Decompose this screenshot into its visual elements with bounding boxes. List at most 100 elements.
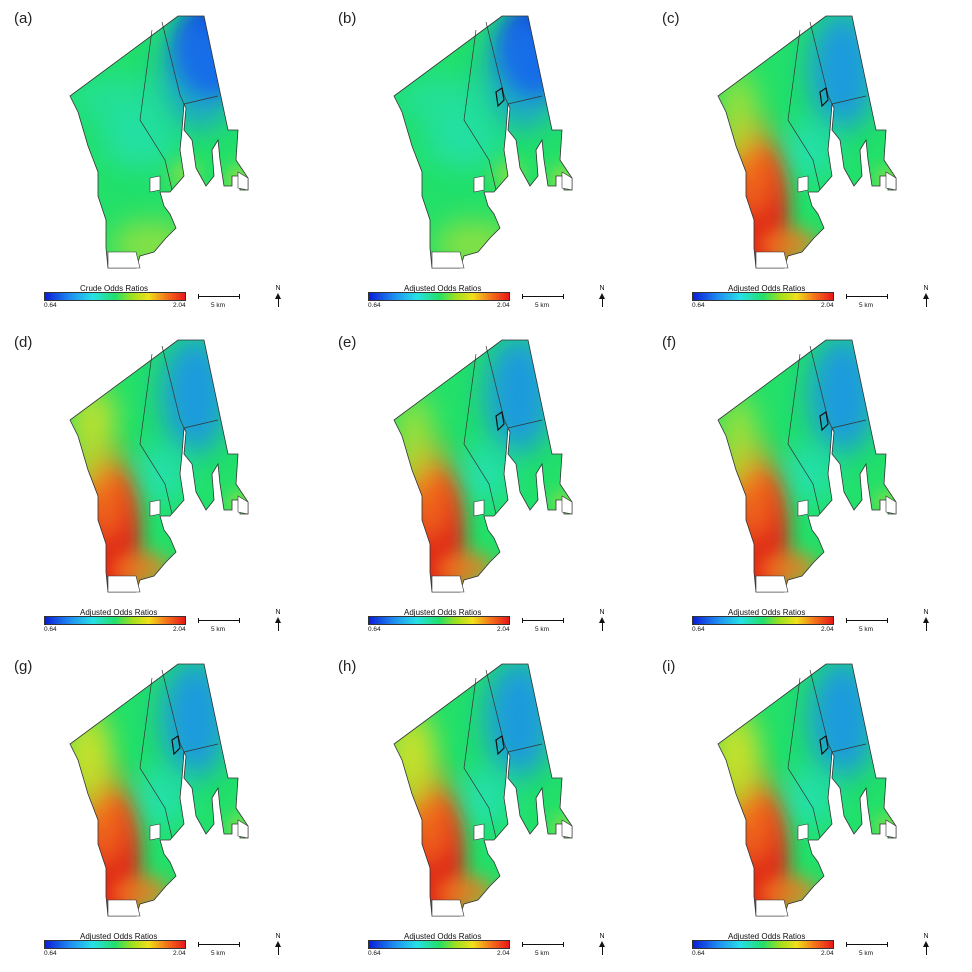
north-arrow-icon: N	[273, 285, 283, 307]
north-arrow-head	[923, 617, 929, 623]
legend-max-value: 2.04	[821, 302, 834, 309]
map-panel: (f) Adjusted Odds Ratios 0.64 2.04 5 km N	[648, 324, 972, 648]
legend-max-value: 2.04	[173, 626, 186, 633]
choropleth-map	[717, 15, 897, 269]
non-residential-area	[431, 171, 573, 269]
legend-title: Crude Odds Ratios	[80, 284, 149, 293]
map-panel: (c) Adjusted Odds Ratios 0.64 2.04 5 km N	[648, 0, 972, 324]
north-label: N	[923, 933, 929, 940]
legend-color-bar	[44, 292, 186, 301]
legend-title: Adjusted Odds Ratios	[404, 932, 482, 941]
north-arrow-shaft	[925, 623, 927, 631]
north-label: N	[599, 609, 605, 616]
odds-ratio-surface-blob	[454, 444, 514, 504]
odds-ratio-surface-blob	[484, 16, 564, 130]
north-arrow-shaft	[601, 623, 603, 631]
odds-ratio-surface-blob	[718, 708, 755, 788]
scale-bar	[198, 618, 240, 623]
odds-ratio-surface-blob	[495, 161, 523, 189]
scale-label: 5 km	[859, 950, 874, 957]
legend-min-value: 0.64	[44, 302, 57, 309]
north-arrow-head	[275, 941, 281, 947]
north-label: N	[923, 285, 929, 292]
lake-outline	[495, 410, 505, 432]
legend-min-value: 0.64	[692, 302, 705, 309]
north-label: N	[599, 933, 605, 940]
north-arrow-shaft	[601, 299, 603, 307]
non-residential-area	[755, 495, 897, 593]
north-label: N	[599, 285, 605, 292]
district-boundary	[787, 669, 867, 839]
odds-ratio-surface-blob	[161, 664, 229, 778]
legend-max-value: 2.04	[497, 302, 510, 309]
legend-color-bar	[368, 292, 510, 301]
scale-label: 5 km	[211, 302, 226, 309]
odds-ratio-surface-blob	[130, 768, 190, 828]
north-arrow-shaft	[601, 947, 603, 955]
scale-label: 5 km	[211, 626, 226, 633]
district-boundary	[139, 345, 219, 515]
legend-min-value: 0.64	[44, 626, 57, 633]
non-residential-area	[107, 819, 249, 917]
north-arrow-icon: N	[597, 609, 607, 631]
panel-letter: (h)	[338, 658, 357, 675]
legend-max-value: 2.04	[173, 302, 186, 309]
legend-min-value: 0.64	[368, 950, 381, 957]
legend-title: Adjusted Odds Ratios	[80, 932, 158, 941]
north-arrow-icon: N	[921, 933, 931, 955]
odds-ratio-surface-blob	[718, 70, 758, 170]
legend-max-value: 2.04	[173, 950, 186, 957]
non-residential-area	[107, 495, 249, 593]
lake-outline	[495, 734, 505, 756]
choropleth-map	[393, 15, 573, 269]
lake-outline	[819, 410, 829, 432]
north-arrow-shaft	[277, 947, 279, 955]
north-arrow-head	[599, 617, 605, 623]
lake-outline	[819, 734, 829, 756]
odds-ratio-surface-blob	[70, 708, 107, 788]
odds-ratio-surface-blob	[485, 664, 553, 778]
north-arrow-head	[275, 293, 281, 299]
odds-ratio-surface-blob	[454, 768, 514, 828]
odds-ratio-surface-blob	[778, 120, 838, 180]
north-arrow-shaft	[925, 299, 927, 307]
odds-ratio-surface-blob	[73, 384, 117, 444]
district-boundary	[463, 345, 543, 515]
map-panel: (e) Adjusted Odds Ratios 0.64 2.04 5 km N	[324, 324, 648, 648]
legend-color-bar	[692, 940, 834, 949]
north-arrow-head	[923, 293, 929, 299]
panel-letter: (e)	[338, 334, 357, 351]
scale-label: 5 km	[535, 302, 550, 309]
north-arrow-icon: N	[597, 285, 607, 307]
legend-color-bar	[44, 940, 186, 949]
legend-max-value: 2.04	[497, 626, 510, 633]
scale-bar	[198, 294, 240, 299]
legend-min-value: 0.64	[368, 626, 381, 633]
odds-ratio-surface-blob	[424, 112, 504, 168]
legend-max-value: 2.04	[821, 626, 834, 633]
scale-bar	[522, 294, 564, 299]
panel-letter: (a)	[14, 10, 33, 27]
choropleth-map	[69, 663, 249, 917]
legend-title: Adjusted Odds Ratios	[404, 284, 482, 293]
legend-color-bar	[692, 616, 834, 625]
odds-ratio-surface-blob	[70, 76, 170, 124]
odds-ratio-surface-blob	[809, 340, 877, 454]
north-arrow-icon: N	[921, 285, 931, 307]
lake-outline	[495, 86, 505, 108]
odds-ratio-surface-blob	[394, 708, 431, 788]
odds-ratio-surface-blob	[809, 16, 877, 130]
legend-max-value: 2.04	[497, 950, 510, 957]
odds-ratio-surface-blob	[718, 394, 758, 494]
lake-outline	[171, 734, 181, 756]
scale-bar	[846, 942, 888, 947]
north-arrow-shaft	[277, 299, 279, 307]
scale-label: 5 km	[859, 626, 874, 633]
district-boundary	[463, 669, 543, 839]
district-boundary	[139, 21, 219, 191]
choropleth-map	[393, 663, 573, 917]
scale-label: 5 km	[859, 302, 874, 309]
north-label: N	[275, 609, 281, 616]
legend-color-bar	[692, 292, 834, 301]
legend-color-bar	[44, 616, 186, 625]
